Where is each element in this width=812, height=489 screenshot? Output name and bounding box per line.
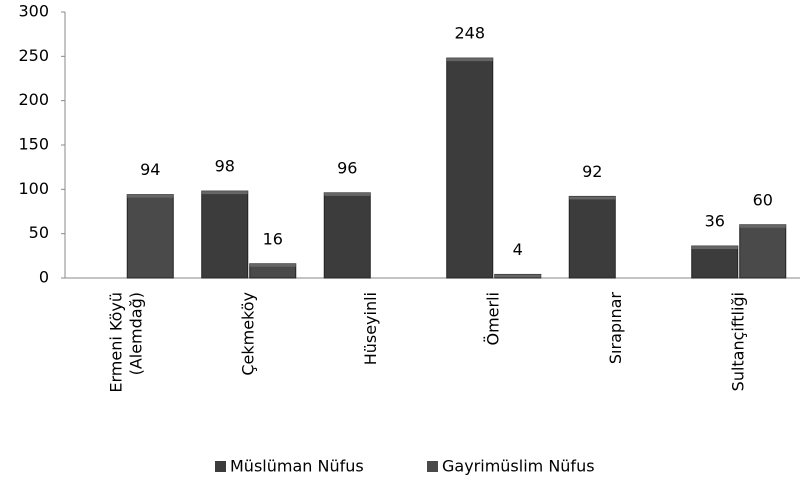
bar xyxy=(323,192,371,279)
bar-top xyxy=(569,196,616,200)
bar xyxy=(446,57,494,279)
bar-top xyxy=(324,192,371,196)
legend-label: Gayrimüslim Nüfus xyxy=(442,457,595,476)
x-tick-label: Sırapınar xyxy=(606,292,625,365)
data-label: 98 xyxy=(215,157,235,176)
x-tick-label: Ömerli xyxy=(483,292,502,346)
bar xyxy=(126,194,174,279)
bar-top xyxy=(691,246,738,250)
bar-top xyxy=(739,224,786,228)
y-tick-label: 200 xyxy=(18,90,49,109)
bar xyxy=(691,245,739,279)
bar-top xyxy=(201,191,248,195)
data-label: 4 xyxy=(513,240,523,259)
y-tick-label: 300 xyxy=(18,2,49,21)
bar xyxy=(201,190,249,279)
y-tick-label: 250 xyxy=(18,46,49,65)
x-tick-label: Ermeni Köyü(Alemdağ) xyxy=(106,292,145,393)
data-label: 36 xyxy=(705,212,725,231)
bar xyxy=(739,224,787,279)
data-label: 16 xyxy=(263,229,283,248)
y-tick-label: 100 xyxy=(18,179,49,198)
data-label: 94 xyxy=(140,160,160,179)
y-tick-label: 50 xyxy=(29,223,49,242)
bar-top xyxy=(249,263,296,267)
data-label: 96 xyxy=(337,158,357,177)
x-tick-label-line: Ermeni Köyü xyxy=(106,292,125,393)
legend-label: Müslüman Nüfus xyxy=(230,457,364,476)
x-tick-label-line: (Alemdağ) xyxy=(126,292,145,375)
x-tick-label: Sultançiftliği xyxy=(728,292,747,391)
x-tick-label: Hüseyinli xyxy=(361,292,380,365)
y-tick-label: 0 xyxy=(39,268,49,287)
data-label: 92 xyxy=(582,162,602,181)
bar-top xyxy=(127,194,174,198)
bar-top xyxy=(494,274,541,278)
bar-top xyxy=(446,58,493,62)
x-tick-label: Çekmeköy xyxy=(238,292,257,376)
legend-swatch xyxy=(427,461,438,472)
data-label: 248 xyxy=(454,24,485,43)
data-label: 60 xyxy=(753,190,773,209)
legend-swatch xyxy=(215,461,226,472)
y-tick-label: 150 xyxy=(18,135,49,154)
bar xyxy=(568,195,616,279)
